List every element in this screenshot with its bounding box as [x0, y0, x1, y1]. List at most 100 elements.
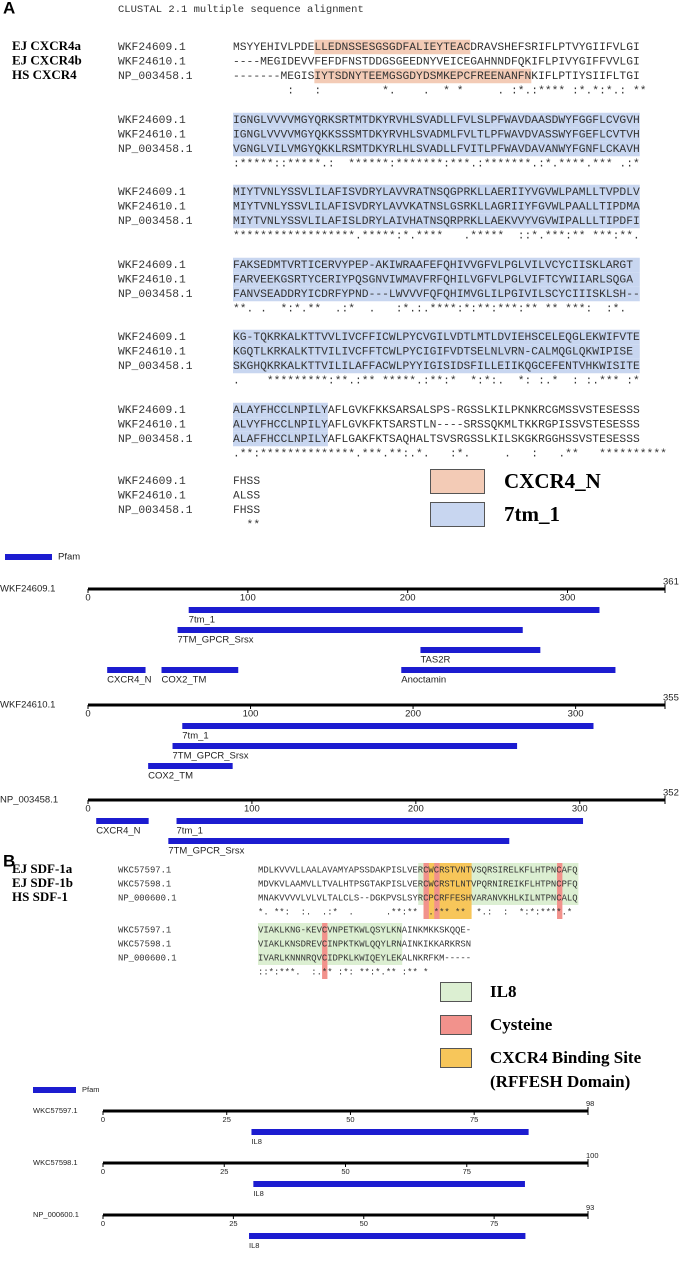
consensus: . *********:**.:** *****.:**:* *:*:. *: …: [233, 375, 647, 387]
consensus: .**:**************.***.**:.*. :*. . : .*…: [233, 448, 667, 460]
legend-label: IL8: [490, 982, 517, 1001]
domain-label: COX2_TM: [162, 675, 207, 686]
domain-bar: [253, 1181, 525, 1187]
highlight: [233, 358, 640, 374]
domain-label: 7TM_GPCR_Srsx: [178, 635, 254, 646]
highlight: [557, 891, 563, 905]
sequence: VGNGLVILVMGYQKKLRSMTDKYRLHLSVADLLFVITLPF…: [233, 144, 640, 156]
legend-label: CXCR4_N: [504, 469, 601, 493]
sequence-id: WKC57597.1: [118, 925, 171, 935]
highlight: [258, 951, 403, 965]
highlight: [314, 39, 471, 55]
sequence-id: NP_000600.1: [118, 953, 177, 963]
ruler-tick-label: 100: [243, 709, 259, 720]
legend-label: Cysteine: [490, 1015, 553, 1034]
sequence-id: WKC57598.1: [118, 939, 171, 949]
domain-label: CXCR4_N: [107, 675, 151, 686]
consensus: **: [233, 519, 260, 531]
sequence: ----MEGIDEVVFEFDFNSTDDGSGEEDNYVEICEGAHNN…: [233, 56, 640, 68]
domain-label: IL8: [253, 1189, 263, 1198]
domain-bar: [96, 818, 149, 824]
ruler-tick-label: 300: [572, 804, 588, 815]
domain-label: CXCR4_N: [96, 826, 140, 837]
sequence: VIAKLKNG-KEVCVNPETKWLQSYLKNAINKMKKSKQQE-: [258, 925, 471, 935]
highlight: [233, 417, 328, 432]
track-id: NP_000600.1: [33, 1210, 79, 1219]
domain-bar: [249, 1233, 526, 1239]
domain-label: 7TM_GPCR_Srsx: [168, 846, 244, 857]
ruler-tick-label: 300: [560, 593, 576, 604]
sequence: IVARLKNNNRQVCIDPKLKWIQEYLEKALNKRFKM-----: [258, 953, 471, 963]
sequence: MSYYEHIVLPDELLEDNSSESGSGDFALIEYTEACDRAVS…: [233, 42, 640, 54]
highlight: [233, 402, 328, 418]
sequence: ALAYFHCCLNPILYAFLGVKFKKSARSALSPS-RGSSLKI…: [233, 405, 640, 417]
highlight: [434, 877, 440, 891]
sequence: MIYTVNLYSSVLILAFISVDRYLAVVKATNSLGSRKLLAG…: [233, 201, 640, 213]
highlight: [258, 923, 403, 937]
highlight: [423, 905, 429, 919]
highlight: [434, 863, 440, 877]
sequence-id: WKF24609.1: [118, 115, 186, 127]
ruler-tick-label: 75: [470, 1115, 478, 1124]
sequence: MIYTVNLYSSVLILAFISLDRYLAIVHATNSQRPRKLLAE…: [233, 216, 640, 228]
legend-swatch: [440, 1048, 472, 1068]
highlight: [557, 905, 563, 919]
ruler-tick-label: 0: [85, 804, 90, 815]
sequence: ALSS: [233, 490, 260, 502]
pfam-legend-label: Pfam: [82, 1085, 100, 1094]
highlight: [233, 329, 640, 345]
sequence-id: NP_003458.1: [118, 216, 193, 228]
track-id: WKF24609.1: [0, 584, 55, 595]
ruler-tick-label: 25: [223, 1115, 231, 1124]
sequence: MIYTVNLYSSVLILAFISVDRYLAVVRATNSQGPRKLLAE…: [233, 187, 640, 199]
sequence: SKGHQKRKALKTTVILILAFFACWLPYYIGISIDSFILLE…: [233, 361, 640, 373]
domain-bar: [401, 667, 616, 673]
ruler-tick-label: 100: [244, 804, 260, 815]
sequence: FHSS: [233, 476, 260, 488]
sequence-id: WKF24609.1: [118, 187, 186, 199]
ruler-length: 100: [586, 1151, 599, 1160]
highlight: [322, 923, 328, 937]
sequence: IGNGLVVVVMGYQKKSSSMTDKYRVHLSVADMLFVLTLPF…: [233, 129, 640, 141]
domain-bar: [251, 1129, 529, 1135]
sequence: FAKSEDMTVRTICERVYPEP-AKIWRAAFEFQHIVVGFVL…: [233, 260, 633, 272]
ruler-tick-label: 100: [240, 593, 256, 604]
sequence-id: WKF24609.1: [118, 42, 186, 54]
highlight: [423, 877, 429, 891]
domain-label: Anoctamin: [401, 675, 446, 686]
sequence-id: WKF24609.1: [118, 332, 186, 344]
domain-label: 7tm_1: [182, 731, 208, 742]
ruler-tick-label: 0: [101, 1115, 105, 1124]
ruler-tick-label: 50: [360, 1219, 368, 1228]
highlight: [233, 286, 640, 302]
ruler-tick-label: 0: [101, 1219, 105, 1228]
ruler-tick-label: 0: [85, 593, 90, 604]
ruler-tick-label: 75: [463, 1167, 471, 1176]
sequence-id: WKF24610.1: [118, 201, 186, 213]
panel-label: A: [3, 0, 15, 17]
ruler-tick-label: 200: [400, 593, 416, 604]
ruler-tick-label: 50: [341, 1167, 349, 1176]
domain-label: 7TM_GPCR_Srsx: [173, 751, 249, 762]
highlight: [434, 891, 440, 905]
sequence: IGNGLVVVVMGYQRKSRTMTDKYRVHLSVADLLFVLSLPF…: [233, 115, 640, 127]
track-id: WKC57597.1: [33, 1106, 78, 1115]
species-label: HS SDF-1: [12, 889, 68, 904]
sequence: MDVKVLAAMVLLTVALHTPSGTAKPISLVERCWCRSTLNT…: [258, 879, 578, 889]
sequence-id: NP_000600.1: [118, 893, 177, 903]
legend-swatch: [430, 502, 485, 527]
species-label: EJ SDF-1b: [12, 875, 73, 890]
legend-swatch: [440, 982, 472, 1002]
domain-bar: [107, 667, 146, 673]
legend-label: 7tm_1: [504, 502, 560, 526]
sequence-id: WKF24610.1: [118, 129, 186, 141]
highlight: [258, 937, 403, 951]
highlight: [233, 199, 640, 214]
legend-swatch: [430, 469, 485, 494]
legend-label: CXCR4 Binding Site (RFFESH Domain): [490, 1048, 642, 1091]
panel-label: B: [3, 851, 15, 870]
consensus: : : *. . * * . :*.:**** :*.*:*.: **: [233, 85, 647, 97]
highlight: [322, 951, 328, 965]
